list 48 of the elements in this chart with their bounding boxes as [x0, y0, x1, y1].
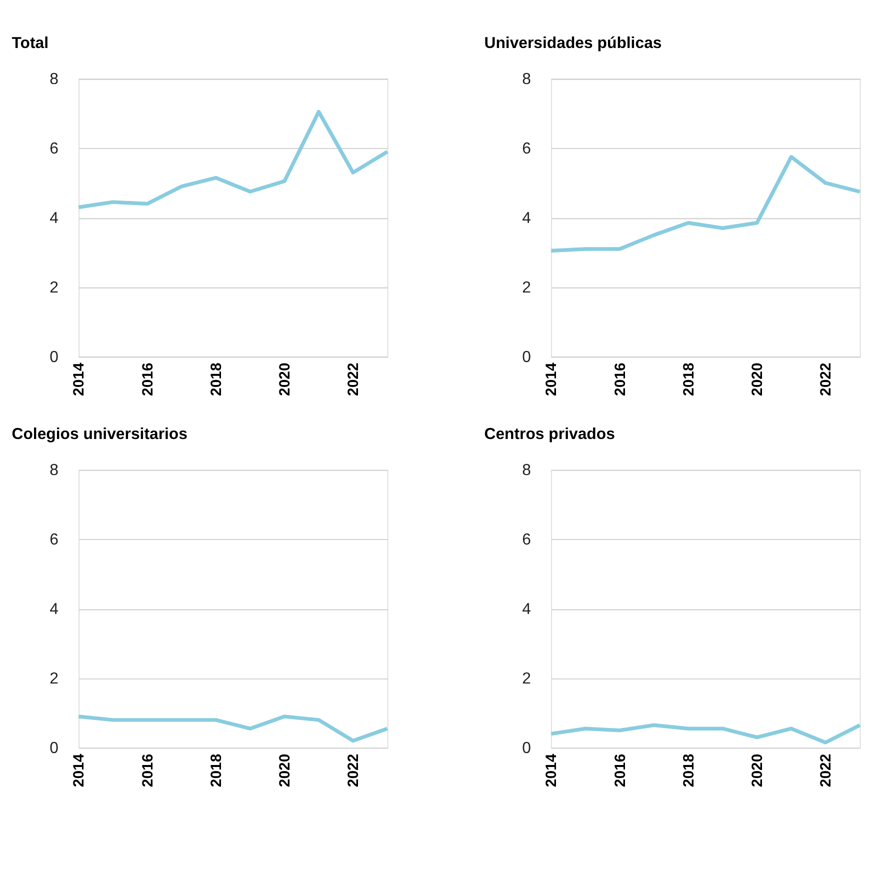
- chart-title: Centros privados: [484, 426, 616, 443]
- x-tick-label: 2018: [680, 362, 698, 396]
- x-tick-label: 2020: [276, 362, 294, 396]
- x-tick-label: 2018: [208, 754, 225, 788]
- x-tick-label: 2022: [818, 362, 835, 396]
- y-tick-label: 8: [522, 70, 532, 88]
- y-tick-label: 0: [522, 348, 532, 366]
- line-series: [549, 155, 862, 253]
- chart-title: Colegios universitarios: [12, 426, 188, 443]
- y-tick-label: 4: [522, 600, 532, 618]
- y-tick-label: 4: [50, 210, 59, 227]
- y-tick-label: 8: [522, 462, 532, 479]
- y-tick-label: 0: [50, 740, 59, 757]
- y-tick-label: 6: [50, 531, 59, 548]
- x-tick-label: 2016: [612, 362, 629, 396]
- y-tick-label: 6: [50, 140, 59, 158]
- y-tick-label: 0: [522, 740, 532, 757]
- x-tick-label: 2014: [70, 362, 88, 396]
- x-tick-label: 2016: [139, 754, 156, 788]
- y-tick-label: 4: [50, 600, 59, 618]
- x-tick-label: 2018: [208, 362, 225, 396]
- y-tick-label: 8: [50, 462, 59, 479]
- line-series: [76, 110, 390, 210]
- line-series: [549, 723, 862, 744]
- y-tick-label: 4: [522, 210, 532, 227]
- x-tick-label: 2022: [345, 362, 362, 396]
- x-tick-label: 2014: [70, 753, 88, 788]
- y-tick-label: 6: [522, 140, 532, 158]
- y-tick-label: 8: [50, 70, 59, 88]
- chart-title: Universidades públicas: [484, 34, 662, 52]
- x-tick-label: 2016: [139, 362, 156, 396]
- y-tick-label: 2: [50, 670, 59, 688]
- x-tick-label: 2022: [818, 754, 835, 788]
- x-tick-label: 2020: [276, 754, 294, 788]
- y-tick-label: 6: [522, 531, 532, 548]
- x-tick-label: 2014: [543, 362, 560, 396]
- y-tick-label: 2: [50, 279, 59, 296]
- x-tick-label: 2020: [749, 754, 766, 788]
- y-tick-label: 2: [522, 279, 532, 296]
- y-tick-label: 2: [522, 670, 532, 688]
- y-tick-label: 0: [50, 348, 59, 366]
- line-series: [76, 714, 390, 743]
- x-tick-label: 2014: [543, 753, 560, 788]
- x-tick-label: 2020: [749, 362, 766, 396]
- x-tick-label: 2016: [612, 754, 629, 788]
- x-tick-label: 2018: [680, 754, 698, 788]
- chart-title: Total: [12, 34, 49, 52]
- x-tick-label: 2022: [345, 754, 362, 788]
